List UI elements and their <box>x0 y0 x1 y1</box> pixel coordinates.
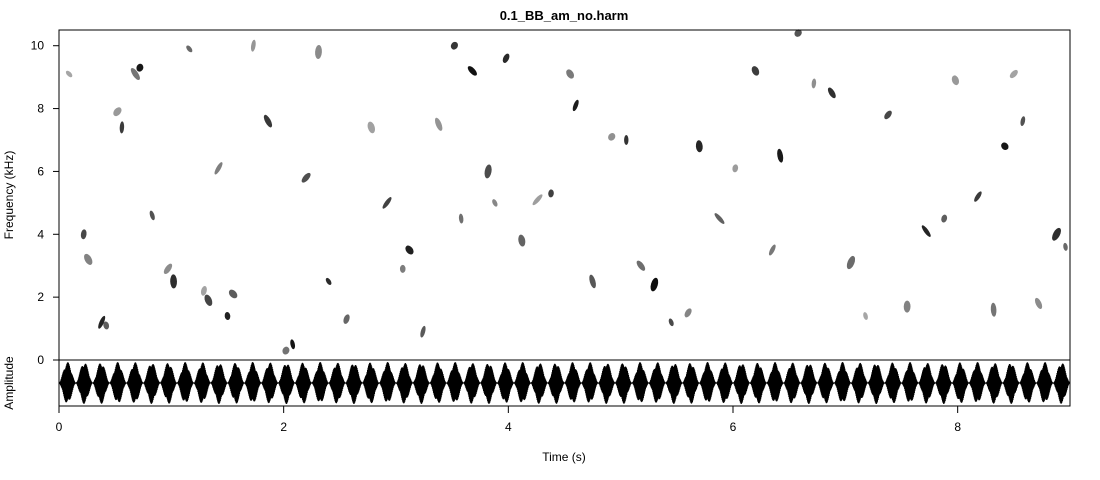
y-tick-label: 6 <box>37 164 44 178</box>
spectrogram-blob <box>405 245 414 255</box>
spectrogram-blob <box>650 277 659 292</box>
spectrogram-blob <box>846 255 856 270</box>
spectrogram-blob <box>119 121 125 134</box>
spectrogram-blob <box>941 214 948 223</box>
spectrogram-blob <box>113 107 122 117</box>
spectrogram-blob <box>290 339 296 350</box>
spectrogram-blob <box>863 312 868 320</box>
spectrogram-blob <box>589 274 596 289</box>
spectrogram-blob <box>668 318 674 327</box>
spectrogram-blob <box>98 315 106 329</box>
spectrogram-blob <box>1063 242 1068 251</box>
spectrogram-blob <box>518 234 526 247</box>
spectrogram-blob <box>149 210 155 221</box>
spectrogram-blob <box>467 66 477 76</box>
spectrogram-blob <box>768 244 776 256</box>
spectrogram-blob <box>566 69 575 79</box>
spectrogram-blob <box>1020 116 1026 127</box>
x-tick-label: 8 <box>954 420 961 434</box>
spectrogram-blob <box>367 121 375 134</box>
spectrogram-blob <box>827 87 836 99</box>
y-tick-label: 8 <box>37 102 44 116</box>
spectrogram-blob <box>502 53 510 63</box>
waveform <box>58 361 1071 405</box>
spectrogram-blobs <box>65 29 1068 355</box>
spectrogram-blob <box>548 189 554 198</box>
spectrogram-blob <box>325 277 332 285</box>
y-tick-label: 2 <box>37 290 44 304</box>
spectrogram-blob <box>170 274 177 289</box>
spectrogram-blob <box>420 325 426 338</box>
spectrogram-blob <box>450 41 458 50</box>
x-tick-label: 4 <box>505 420 512 434</box>
spectrogram-blob <box>751 66 760 76</box>
spectrogram-panel <box>58 29 1071 361</box>
spectrogram-blob <box>80 229 87 240</box>
spectrogram-blob <box>990 302 997 317</box>
spectrogram-blob <box>204 294 213 306</box>
x-tick-label: 6 <box>730 420 737 434</box>
spectrogram-blob <box>974 191 982 202</box>
spectrogram-blob <box>684 308 692 318</box>
spectrogram-blob <box>343 314 350 324</box>
spectrogram-blob <box>130 67 140 81</box>
spectrogram-blob <box>263 114 273 128</box>
spectrogram-blob <box>777 148 784 163</box>
spectrogram-blob <box>136 63 144 72</box>
spectrogram-blob <box>884 110 892 120</box>
x-axis-ticks: 0 2 4 6 8 <box>56 406 961 434</box>
spectrogram-blob <box>624 135 629 145</box>
y-axis-label-frequency: Frequency (kHz) <box>2 151 16 240</box>
spectrogram-blob <box>250 39 256 52</box>
spectrogram-blob <box>1052 227 1061 241</box>
spectrogram-blob <box>1009 69 1018 79</box>
y-tick-label: 10 <box>31 39 45 53</box>
spectrogram-blob <box>921 225 931 237</box>
x-tick-label: 2 <box>280 420 287 434</box>
y-tick-label: 4 <box>37 227 44 241</box>
spectrogram-blob <box>200 285 207 296</box>
spectrogram-blob <box>228 289 238 299</box>
spectrogram-blob <box>224 312 231 320</box>
spectrogram-blob <box>532 194 543 206</box>
chart-title: 0.1_BB_am_no.harm <box>500 8 629 23</box>
spectrogram-blob <box>103 321 110 330</box>
spectrogram-blob <box>903 300 911 313</box>
spectrogram-blob <box>636 260 646 271</box>
spectrogram-blob <box>163 263 173 275</box>
spectrogram-blob <box>794 29 802 37</box>
spectrogram-blob <box>732 164 739 173</box>
spectrogram-blob <box>434 117 443 131</box>
spectrogram-blob <box>484 164 492 179</box>
spectrogram-blob <box>84 253 93 265</box>
spectrogram-blob <box>695 140 703 153</box>
x-tick-label: 0 <box>56 420 63 434</box>
spectrogram-blob <box>458 213 464 224</box>
spectrogram-blob <box>492 199 498 207</box>
spectrogram-blob <box>1001 142 1009 151</box>
spectrogram-blob <box>186 45 193 53</box>
spectrogram-blob <box>714 213 725 224</box>
spectrogram-blob <box>65 70 73 78</box>
spectrogram-blob <box>382 197 392 209</box>
spectrogram-blob <box>951 75 960 86</box>
y-axis-label-amplitude: Amplitude <box>2 356 16 410</box>
spectrogram-blob <box>282 346 290 355</box>
spectrogram-blob <box>572 99 579 112</box>
y-axis-ticks: 0 2 4 6 8 10 <box>31 39 59 367</box>
spectrogram-blob <box>1034 297 1043 309</box>
spectrogram-blob <box>608 133 616 141</box>
spectrogram-blob <box>301 172 311 183</box>
y-tick-label: 0 <box>37 353 44 367</box>
spectrogram-blob <box>399 264 406 273</box>
spectrogram-blob <box>315 45 322 59</box>
spectrogram-blob <box>214 162 223 175</box>
x-axis-label: Time (s) <box>542 450 586 464</box>
spectrogram-blob <box>811 78 817 89</box>
